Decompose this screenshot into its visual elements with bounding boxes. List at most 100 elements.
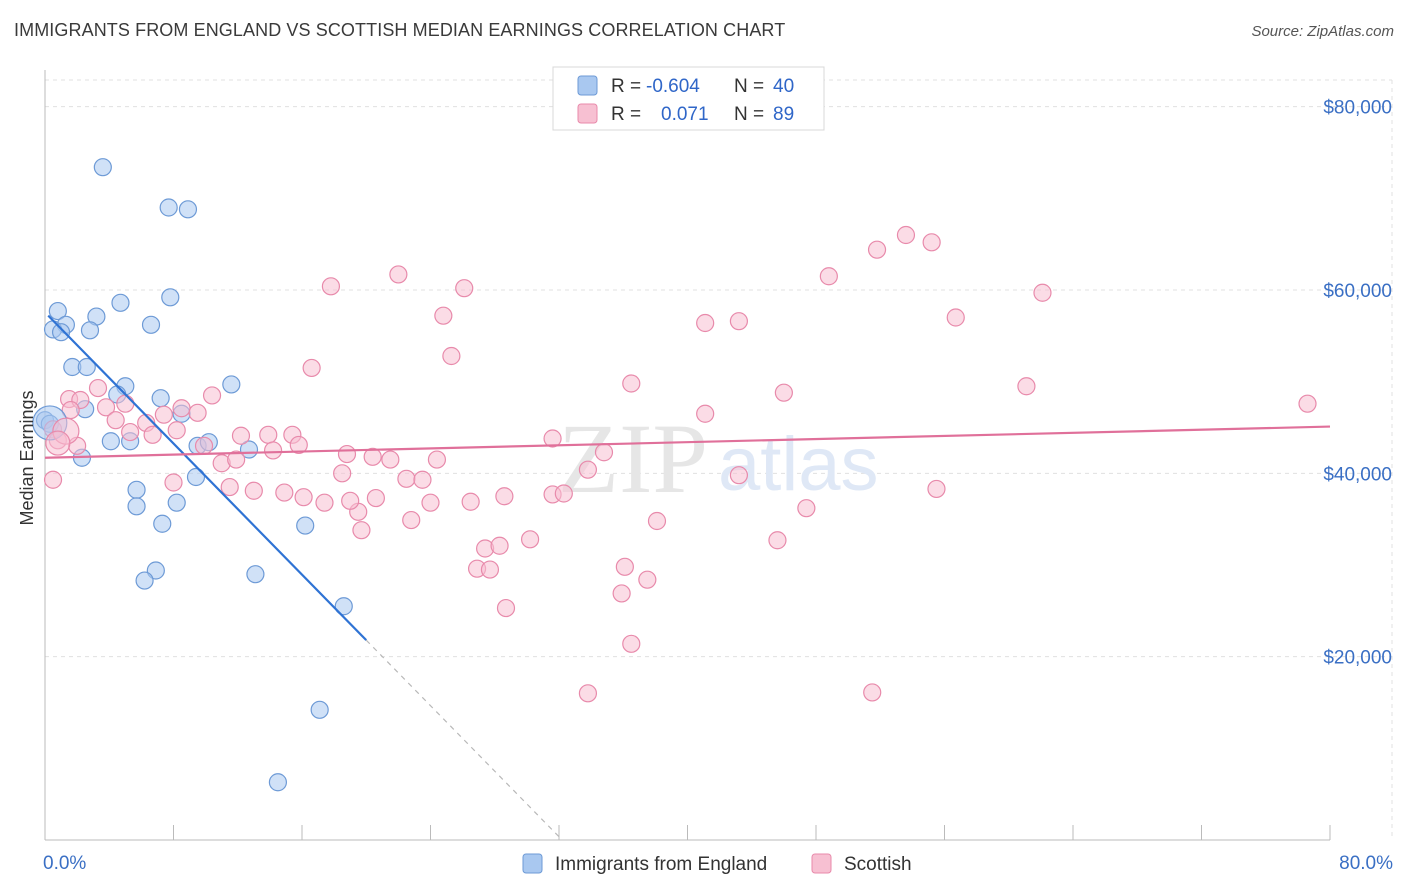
scottish-point — [729, 466, 749, 485]
england-point — [153, 514, 172, 533]
watermark-atlas: atlas — [718, 422, 879, 507]
trend-lines — [44, 314, 1331, 841]
legend-r-label-scottish: R = — [611, 104, 641, 125]
scottish-point — [106, 411, 125, 430]
england-point — [268, 773, 288, 792]
axes: 0.0% 80.0% — [43, 70, 1393, 874]
bottom-legend-swatch-scottish — [811, 853, 832, 874]
y-tick-label: $40,000 — [1323, 464, 1392, 485]
scottish-point — [461, 492, 480, 511]
scottish-point — [1033, 283, 1052, 302]
england-point — [178, 200, 198, 219]
scottish-trend-line — [44, 425, 1331, 459]
england-point — [135, 571, 154, 590]
scottish-point — [442, 346, 461, 366]
legend-r-label-england: R = — [611, 76, 641, 97]
scottish-point — [43, 470, 63, 489]
england-point — [161, 288, 180, 307]
scottish-point — [696, 313, 715, 333]
source-label: Source: ZipAtlas.com — [1251, 23, 1394, 40]
england-trend-line — [47, 314, 368, 641]
scottish-point — [231, 426, 251, 445]
england-point — [159, 198, 178, 217]
scottish-point — [227, 450, 246, 469]
scottish-point — [172, 399, 191, 418]
scottish-point — [638, 570, 657, 589]
scottish-point — [294, 488, 313, 507]
scottish-point — [88, 378, 108, 398]
scottish-point — [337, 444, 357, 464]
scottish-point — [594, 443, 614, 462]
scottish-point — [946, 308, 965, 327]
england-point — [334, 597, 353, 616]
scottish-point — [578, 460, 598, 479]
scottish-point — [389, 265, 408, 284]
scottish-point — [321, 277, 341, 296]
england-point — [222, 375, 241, 394]
watermark-zip: ZIP — [558, 403, 708, 514]
england-point — [127, 497, 146, 516]
scottish-point — [1298, 394, 1317, 413]
legend-n-label-scottish: N = — [734, 104, 764, 125]
scottish-point — [622, 634, 641, 653]
bottom-legend-swatch-england — [522, 853, 543, 874]
england-point — [127, 480, 146, 499]
scottish-point — [121, 422, 140, 442]
scottish-point — [867, 240, 887, 259]
x-tick-label: 0.0% — [43, 853, 86, 874]
scottish-point — [434, 306, 453, 325]
scottish-point — [421, 493, 440, 512]
scottish-point — [96, 398, 116, 417]
scottish-point — [455, 279, 474, 298]
scottish-point — [612, 584, 631, 603]
scottish-point — [188, 403, 207, 422]
england-point — [111, 293, 130, 312]
scottish-point — [615, 557, 634, 576]
y-tick-label: $60,000 — [1323, 281, 1392, 302]
scottish-point — [696, 404, 715, 423]
scottish-point — [363, 447, 382, 466]
scottish-point — [333, 464, 352, 483]
scottish-point — [402, 510, 421, 530]
scottish-point — [413, 470, 432, 489]
scottish-point — [341, 491, 360, 510]
scottish-point — [927, 479, 946, 499]
scottish-point — [495, 487, 514, 506]
scottish-point — [797, 499, 816, 518]
england-point — [101, 432, 120, 451]
legend-swatch-england — [577, 75, 598, 96]
scottish-point — [302, 358, 321, 378]
scottish-point — [480, 560, 500, 579]
scottish-point — [863, 683, 882, 702]
england-point — [186, 467, 206, 487]
scottish-point — [397, 469, 416, 488]
scottish-point — [154, 405, 173, 424]
england-point — [77, 357, 96, 377]
scottish-point — [366, 488, 385, 508]
england-point — [93, 158, 112, 177]
scottish-point — [143, 425, 162, 444]
scottish-point — [381, 450, 400, 469]
scottish-point — [315, 493, 334, 512]
scottish-point — [896, 225, 916, 245]
england-point — [51, 323, 71, 342]
bottom-legend-label-scottish: Scottish — [844, 854, 912, 875]
bottom-legend: Immigrants from England Scottish — [522, 853, 912, 875]
scottish-point — [167, 421, 186, 440]
y-axis-title: Median Earnings — [17, 390, 37, 525]
scottish-point — [116, 394, 135, 413]
scottish-point — [45, 430, 71, 456]
scottish-point — [819, 267, 838, 286]
legend-r-value-england: -0.604 — [646, 76, 700, 97]
scottish-point — [496, 598, 516, 618]
england-point — [146, 561, 165, 580]
scottish-point — [543, 429, 562, 448]
chart-title: IMMIGRANTS FROM ENGLAND VS SCOTTISH MEDI… — [14, 20, 786, 40]
bottom-legend-label-england: Immigrants from England — [555, 854, 767, 875]
data-points — [32, 158, 1317, 792]
y-tick-label: $20,000 — [1323, 648, 1392, 669]
scottish-point — [263, 441, 283, 460]
scottish-point — [194, 436, 214, 455]
legend-n-label-england: N = — [734, 76, 764, 97]
